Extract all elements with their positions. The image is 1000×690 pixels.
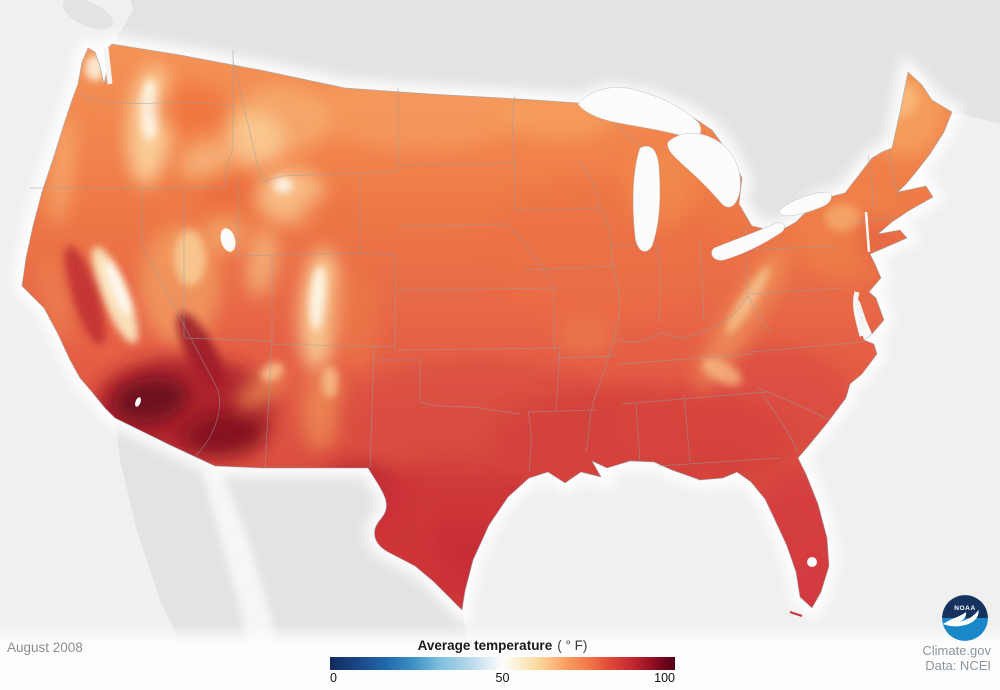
us-outline (21, 43, 953, 611)
noaa-text: NOAA (954, 605, 976, 612)
bottom-fade (0, 624, 1000, 644)
colorbar-ticks: 0 50 100 (330, 671, 675, 686)
date-label: August 2008 (7, 640, 83, 655)
puget-sound (103, 47, 113, 85)
lake-okeechobee (807, 557, 817, 567)
canada-landmass (112, 0, 1000, 232)
tick-50: 50 (495, 671, 510, 685)
vancouver-island (62, 0, 114, 30)
neighboring-countries (62, 0, 1000, 690)
legend-title: Average temperature ( ° F) (330, 638, 675, 653)
colorbar-legend: Average temperature ( ° F) 0 50 100 (330, 638, 675, 686)
legend-unit: ( ° F) (557, 638, 588, 653)
lake-huron (667, 133, 741, 208)
tick-100: 100 (654, 671, 675, 685)
salton-sea (135, 397, 141, 407)
small-water-features (103, 47, 871, 617)
chesapeake-bay (853, 291, 865, 337)
lake-michigan (632, 146, 661, 252)
state-borders (30, 50, 899, 473)
lake-champlain (864, 211, 871, 253)
noaa-circle-top (942, 595, 988, 618)
legend-title-text: Average temperature (417, 638, 553, 653)
colorbar-gradient (330, 657, 675, 670)
credits: Climate.gov Data: NCEI (922, 643, 991, 673)
lake-superior (577, 87, 701, 139)
noaa-bird-icon (943, 610, 979, 627)
great-salt-lake (220, 228, 236, 252)
credit-data: Data: NCEI (925, 658, 991, 673)
florida-keys (789, 611, 803, 617)
tick-0: 0 (330, 671, 337, 685)
mexico-landmass (115, 418, 471, 690)
lake-ontario (779, 191, 832, 217)
credit-brand: Climate.gov (922, 643, 991, 658)
lake-erie (711, 222, 785, 261)
great-lakes (577, 87, 832, 261)
noaa-logo: NOAA (942, 595, 988, 641)
